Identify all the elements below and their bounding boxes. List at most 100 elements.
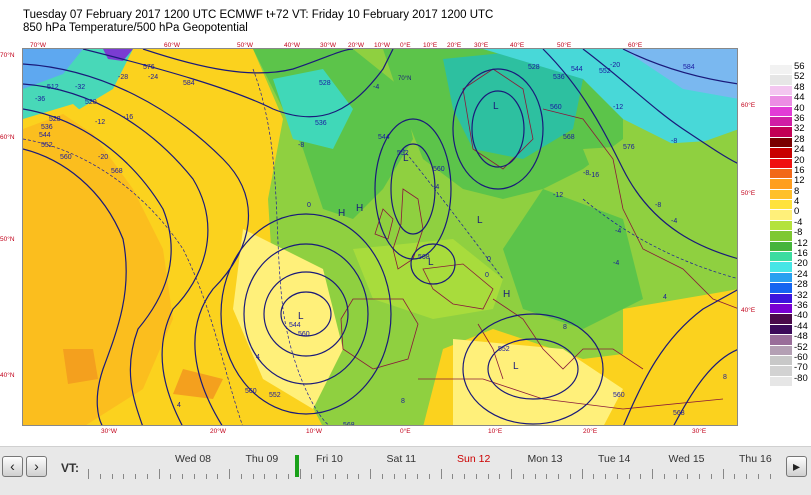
timeline-tick [511, 469, 512, 479]
legend-swatch [770, 158, 792, 169]
lat-label-right: 50°E [741, 190, 756, 197]
legend-swatch [770, 96, 792, 107]
isotherm-label: -32 [75, 84, 85, 91]
timeline-tick [569, 474, 571, 479]
legend-swatch [770, 75, 792, 86]
lon-label-top: 40°E [510, 42, 525, 49]
day-label[interactable]: Wed 08 [175, 453, 211, 465]
timeline-tick [111, 474, 113, 479]
contour-label: 584 [183, 80, 195, 87]
isotherm-value-labels: -36 -32 -28 -24 -20 -16 -12 -8 -4 0 4 8 … [35, 62, 727, 409]
legend-label: 52 [794, 71, 805, 83]
legend-label: -36 [794, 299, 808, 311]
legend-label: -24 [794, 268, 808, 280]
timeline-tick [334, 474, 336, 479]
timeline-tick [370, 469, 371, 479]
timeline-tick [499, 474, 501, 479]
timeline-tick [452, 474, 454, 479]
legend-swatch [770, 272, 792, 284]
chevron-right-icon: › [34, 458, 39, 474]
lon-label-top: 60°E [628, 42, 643, 49]
legend-swatch [770, 231, 792, 242]
timeline-tick [88, 469, 89, 479]
day-label[interactable]: Sat 11 [386, 453, 417, 465]
timeline-tick [264, 474, 266, 479]
lat-label-right: 60°E [741, 102, 756, 109]
timeline-tick [757, 474, 759, 479]
legend-label: -16 [794, 248, 808, 260]
isotherm-label: -4 [671, 218, 677, 225]
legend-label: -44 [794, 320, 808, 332]
isotherm-label: 4 [177, 402, 181, 409]
isotherm-label: 4 [663, 294, 667, 301]
legend-label: 0 [794, 206, 800, 218]
legend-swatch [770, 366, 792, 377]
timeline-tick [546, 474, 548, 479]
contour-label: 552 [599, 68, 611, 75]
lat-label-left: 60°N [0, 134, 15, 141]
legend-swatch [770, 376, 792, 388]
timeline-tick [616, 474, 618, 479]
play-button[interactable]: ▸ [786, 456, 807, 477]
legend-label: 48 [794, 81, 805, 93]
legend-label: -12 [794, 237, 808, 249]
lon-label-top: 50°E [557, 42, 572, 49]
play-icon: ▸ [792, 458, 801, 474]
legend-swatch [770, 335, 792, 346]
isotherm-label: -12 [553, 192, 563, 199]
inner-lat-label: 70°N [398, 76, 411, 82]
next-step-button[interactable]: › [26, 456, 47, 477]
contour-label: 528 [528, 64, 540, 71]
day-label[interactable]: Thu 09 [245, 453, 279, 465]
isotherm-label: -20 [610, 62, 620, 69]
contour-label: 560 [433, 166, 445, 173]
temperature-field [23, 49, 737, 425]
isotherm-label: 0 [485, 272, 489, 279]
pressure-centers: H L L L H L L L H [298, 101, 519, 372]
legend-swatch [770, 303, 792, 315]
contour-label: 544 [289, 322, 301, 329]
contour-label: 576 [143, 64, 155, 71]
low-pressure-marker: L [493, 101, 499, 112]
timeline-tick [146, 474, 148, 479]
timeline-tick [722, 469, 724, 479]
low-pressure-marker: L [403, 153, 409, 164]
timeline-tick [323, 474, 324, 479]
timeline-tick [276, 474, 277, 479]
legend-label: -32 [794, 289, 808, 301]
contour-label: 536 [41, 124, 53, 131]
isotherm-label: 8 [401, 398, 405, 405]
previous-step-button[interactable]: ‹ [2, 456, 23, 477]
lon-label-top: 20°W [348, 42, 364, 49]
timeline-bar: ‹ › VT: Wed 08 Thu 09 Fri 10 Sat 11 Sun 12 Mo… [0, 446, 811, 495]
legend-swatch [770, 148, 792, 159]
timeline-tick [699, 474, 700, 479]
isotherm-label: -8 [655, 202, 661, 209]
lon-label-top: 60°W [164, 42, 180, 49]
timeline-tick [240, 474, 242, 479]
timeline-tick [440, 469, 442, 479]
legend-label: 28 [794, 133, 805, 145]
legend-label: -4 [794, 216, 803, 228]
legend-label: 8 [794, 185, 800, 197]
timeline-tick [687, 474, 689, 479]
day-label[interactable]: Fri 10 [316, 453, 343, 465]
legend-swatch [770, 283, 792, 294]
isotherm-label: -8 [298, 142, 304, 149]
day-label[interactable]: Sun 12 [457, 453, 491, 465]
legend-swatch [770, 106, 792, 117]
day-label[interactable]: Mon 13 [527, 453, 563, 465]
day-label[interactable]: Thu 16 [739, 453, 772, 465]
timeline-tick [628, 474, 630, 479]
high-pressure-marker: H [356, 203, 363, 214]
legend-label: 36 [794, 112, 805, 124]
legend-label: -60 [794, 351, 808, 363]
day-label[interactable]: Wed 15 [668, 453, 705, 465]
lon-label-top: 10°W [374, 42, 390, 49]
lon-label-bottom: 0°E [400, 428, 411, 435]
lon-label-top: 20°E [447, 42, 462, 49]
current-time-marker[interactable] [295, 455, 299, 477]
lon-label-bottom: 30°W [101, 428, 117, 435]
day-label[interactable]: Tue 14 [598, 453, 631, 465]
legend-label: 16 [794, 164, 805, 176]
